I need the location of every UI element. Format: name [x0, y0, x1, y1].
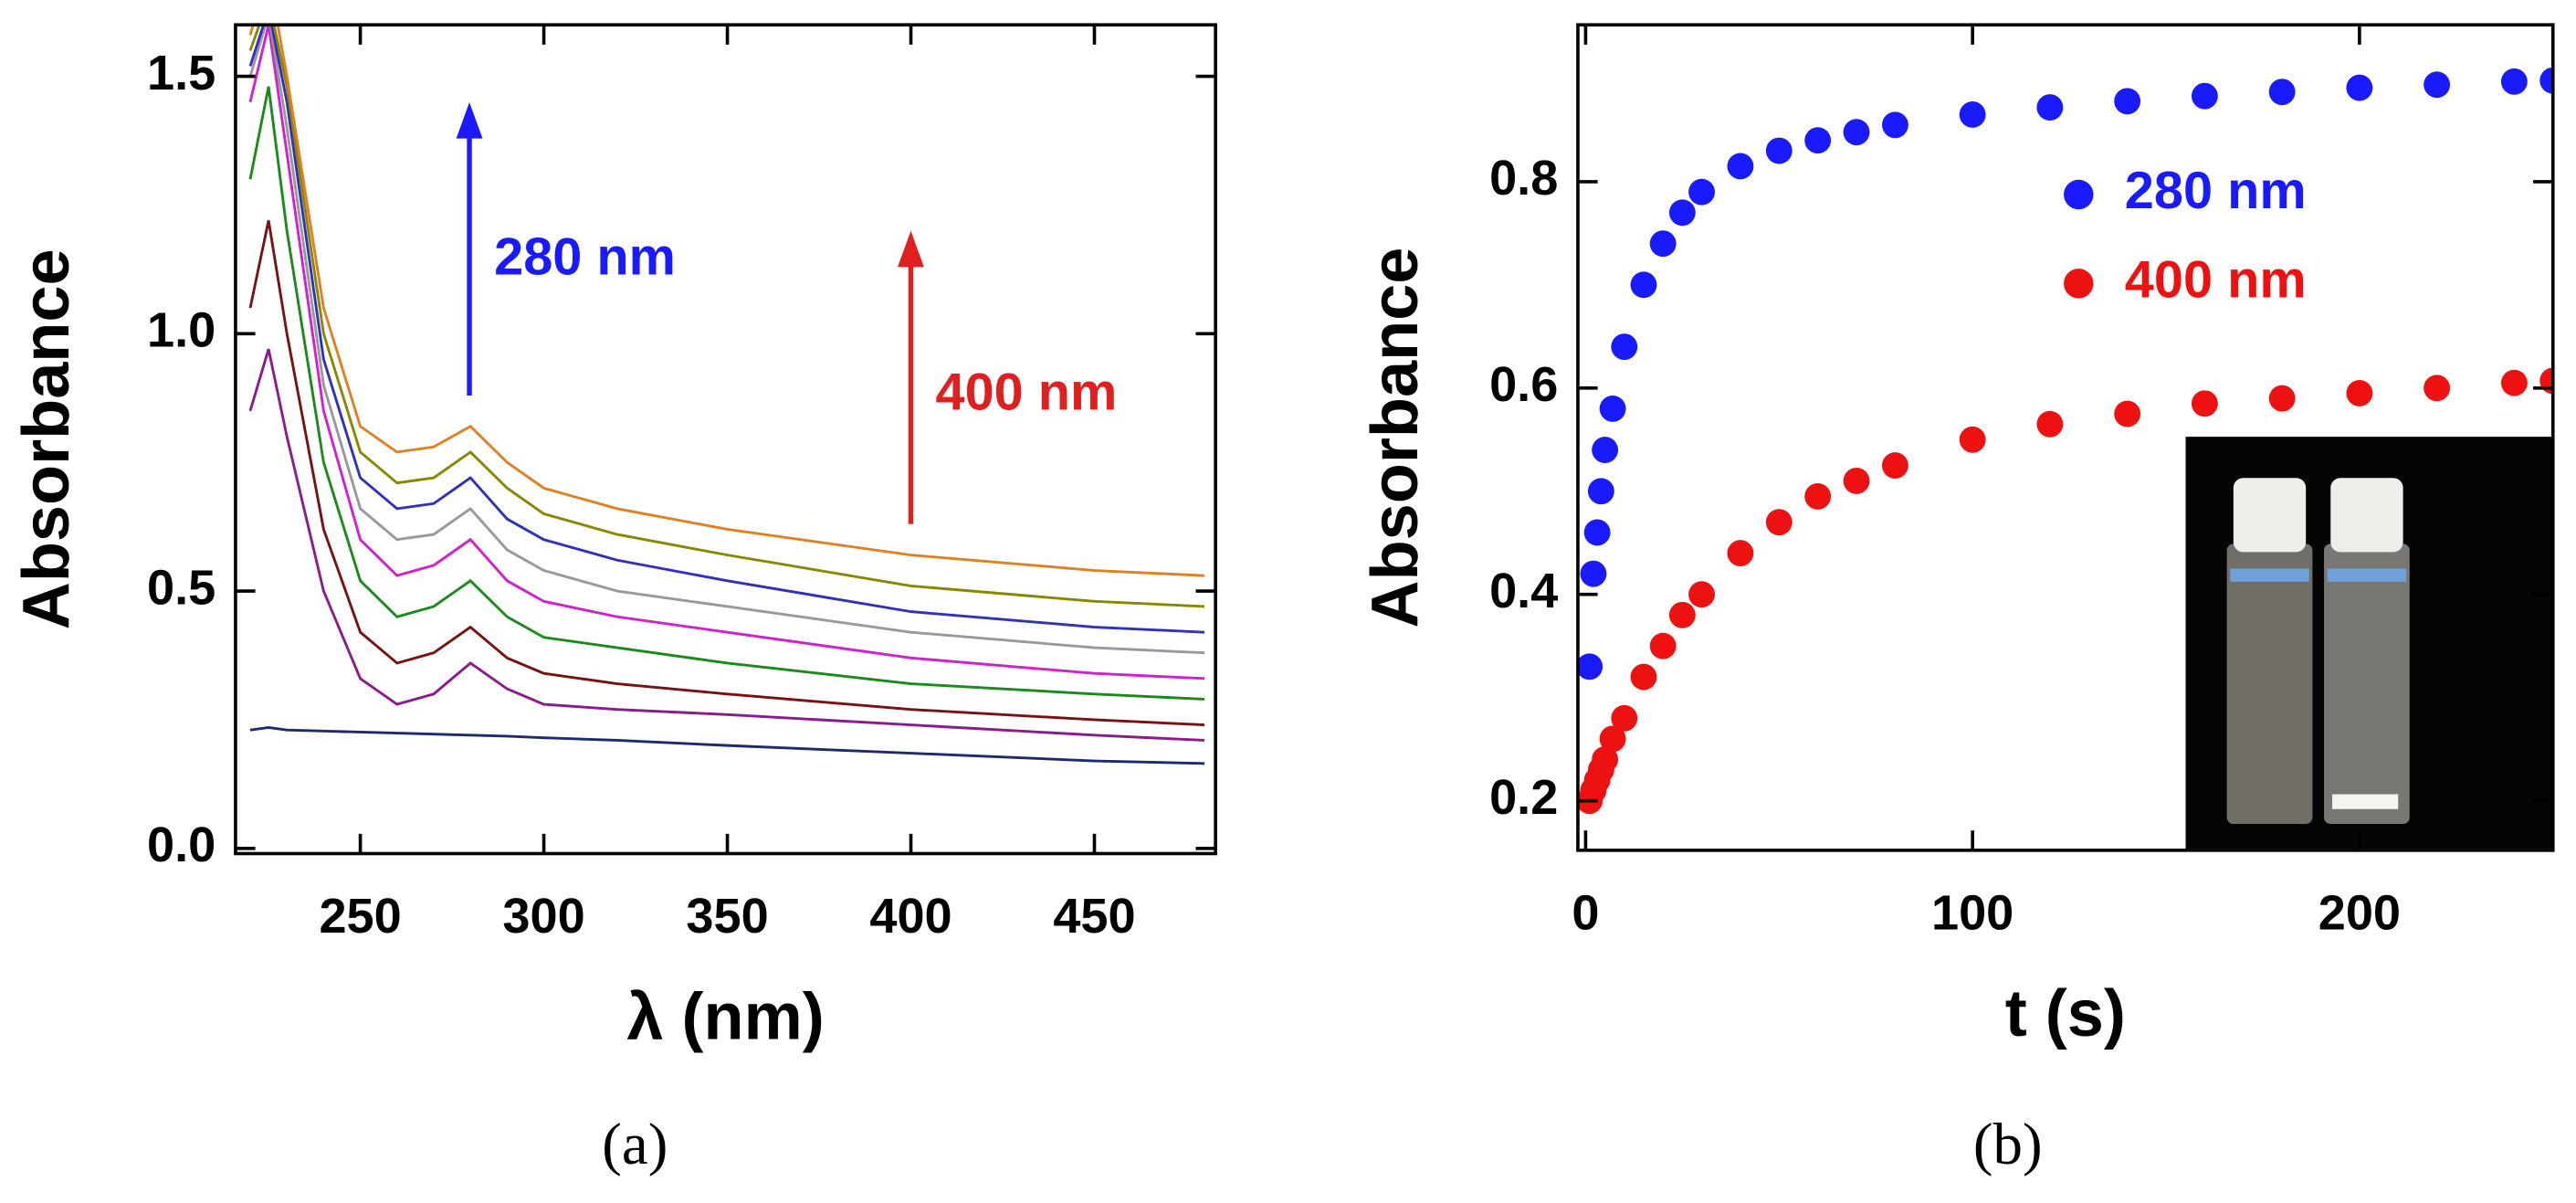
data-point	[2036, 94, 2064, 121]
cuvette-left	[2226, 543, 2313, 825]
y-tick-label: 0.5	[147, 560, 216, 615]
y-tick-label: 0.4	[1489, 564, 1558, 618]
x-tick-label: 100	[1931, 885, 2013, 940]
data-point	[1592, 746, 1619, 773]
data-point	[1843, 119, 1870, 146]
x-axis-label: λ (nm)	[626, 981, 824, 1054]
data-point	[1727, 540, 1754, 566]
cuvette-right-label	[2327, 568, 2407, 582]
y-tick-label: 0.8	[1489, 151, 1558, 206]
data-point	[1881, 111, 1908, 139]
x-tick-label: 400	[869, 889, 952, 944]
data-point	[2539, 67, 2553, 94]
spectrum-line	[249, 725, 1205, 765]
spectrum-line	[248, 25, 1205, 577]
data-point	[1580, 560, 1607, 587]
data-point	[1688, 581, 1715, 608]
plot-area	[248, 25, 1205, 765]
spectrum-line	[248, 25, 1205, 655]
data-point	[1592, 437, 1619, 464]
data-point	[1611, 333, 1638, 361]
x-tick-label: 0	[1572, 885, 1599, 940]
data-point	[1583, 519, 1611, 546]
panel: 0 100 200 0.2 0.4 0.6 0.8 t (s) Absorbance (b) 280…	[1359, 23, 2555, 1177]
legend-marker	[2064, 179, 2094, 210]
data-point	[2114, 88, 2141, 115]
x-tick-label: 300	[502, 889, 584, 944]
data-point	[1611, 704, 1638, 732]
data-point	[1843, 468, 1870, 494]
data-point	[2346, 74, 2373, 101]
data-point	[1649, 632, 1677, 660]
annotation: 400 nm	[936, 363, 1118, 421]
cuvette-left-label	[2230, 568, 2309, 582]
data-point	[1587, 478, 1614, 505]
data-point	[1727, 153, 1754, 180]
cuvette-left-cap	[2233, 478, 2307, 553]
panel-caption: (a)	[602, 1112, 668, 1177]
x-tick-label: 350	[686, 889, 768, 944]
data-point	[1959, 426, 1986, 453]
spectrum-line	[248, 25, 1205, 608]
spectrum-line	[248, 25, 1205, 681]
cuvette-right-cap	[2330, 478, 2403, 553]
sediment	[2332, 794, 2399, 809]
spectrum-line	[248, 25, 1205, 634]
legend-label: 280 nm	[2125, 162, 2307, 220]
data-point	[1599, 395, 1626, 422]
arrow-head	[456, 101, 483, 139]
data-point	[1599, 725, 1626, 753]
data-point	[1765, 137, 1793, 164]
data-point	[1881, 452, 1908, 479]
spectrum-line	[248, 86, 1205, 701]
arrow-head	[898, 230, 924, 268]
annotation: 280 nm	[494, 227, 676, 286]
data-point	[2500, 68, 2528, 95]
data-point	[1959, 101, 1986, 128]
data-point	[2424, 71, 2451, 99]
data-point	[2036, 410, 2064, 438]
data-point	[2346, 380, 2373, 406]
axes-frame	[234, 23, 1217, 856]
legend-label: 400 nm	[2125, 251, 2307, 310]
x-tick-label: 450	[1053, 889, 1135, 944]
data-point	[1804, 482, 1832, 510]
x-axis-label: t (s)	[2005, 977, 2126, 1050]
spectrum-line	[248, 348, 1205, 742]
data-point	[2268, 79, 2296, 106]
y-tick-label: 0.0	[147, 818, 216, 872]
y-axis-label: Absorbance	[1359, 248, 1432, 628]
plot-area	[1577, 67, 2553, 815]
data-point	[2424, 375, 2451, 402]
x-tick-label: 200	[2318, 885, 2401, 940]
axes-frame	[1576, 23, 2555, 852]
data-point	[1765, 509, 1793, 536]
panel: 250 300 350 400 450 0.0 0.5 1.0 1.5 λ (nm) Absorba…	[10, 23, 1217, 1177]
y-axis-label: Absorbance	[10, 248, 83, 629]
spectrum-line	[248, 220, 1205, 727]
y-tick-label: 0.2	[1489, 770, 1558, 825]
data-point	[1804, 127, 1832, 154]
y-tick-label: 1.5	[147, 46, 216, 100]
data-point	[1688, 178, 1715, 206]
data-point	[1630, 663, 1657, 691]
data-point	[2191, 82, 2218, 110]
y-tick-label: 1.0	[147, 303, 216, 358]
cuvette-right	[2324, 543, 2410, 825]
data-point	[2268, 385, 2296, 412]
x-tick-label: 250	[319, 889, 401, 944]
data-point	[1668, 199, 1696, 227]
data-point	[1577, 653, 1603, 681]
legend-marker	[2064, 269, 2094, 299]
data-point	[1649, 230, 1677, 258]
data-point	[1668, 601, 1696, 628]
data-point	[2114, 400, 2141, 427]
data-point	[2500, 369, 2528, 396]
panel-caption: (b)	[1973, 1112, 2043, 1177]
data-point	[1630, 271, 1657, 299]
data-point	[2191, 390, 2218, 417]
y-tick-label: 0.6	[1489, 357, 1558, 412]
